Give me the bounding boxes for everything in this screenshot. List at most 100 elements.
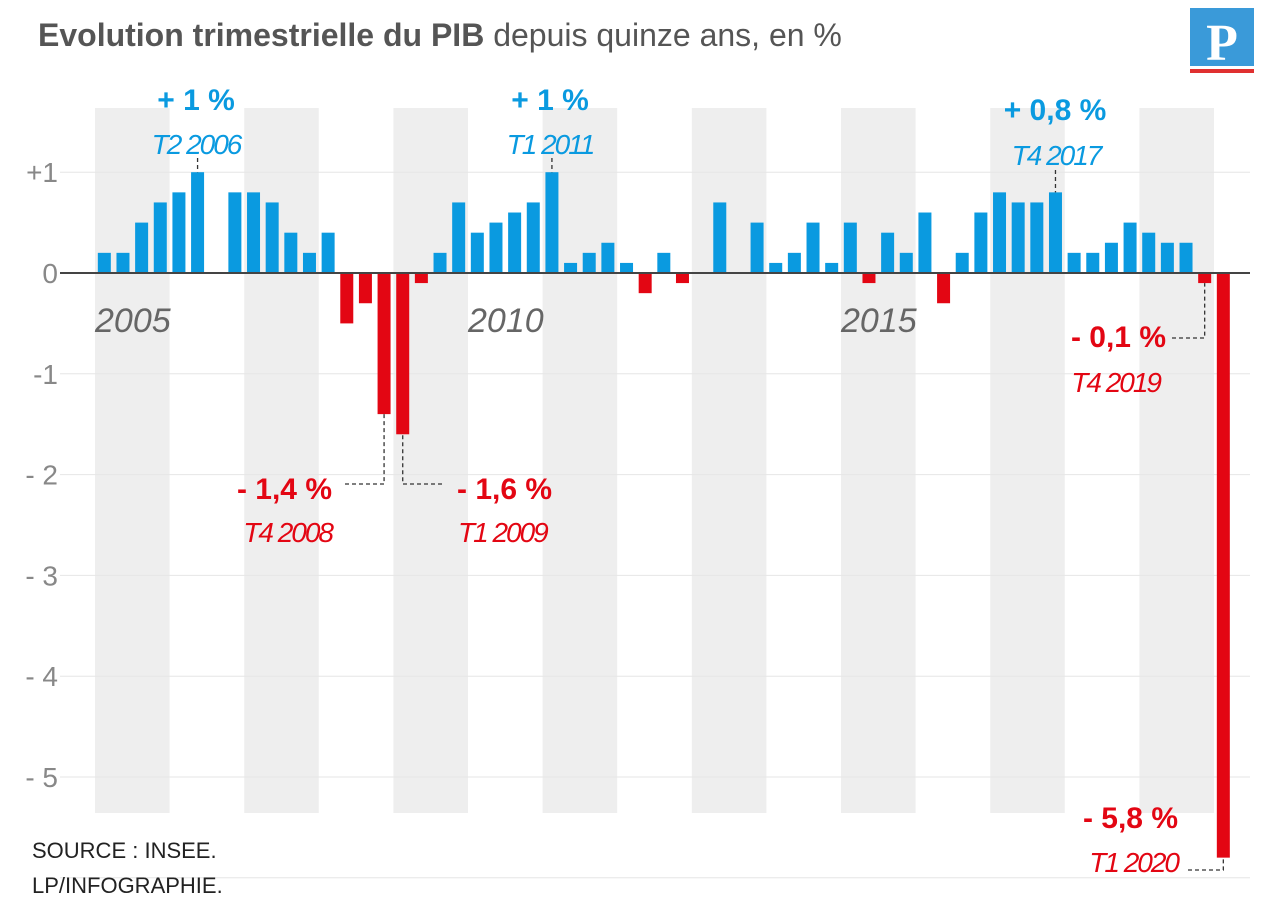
year-labels: 2005 2010 2015 bbox=[94, 302, 917, 340]
source-line-1: SOURCE : INSEE. bbox=[32, 838, 217, 863]
annotation-value: - 1,4 % bbox=[237, 473, 332, 506]
bar bbox=[881, 232, 895, 273]
bar bbox=[414, 273, 428, 284]
bar bbox=[787, 252, 801, 273]
bar bbox=[433, 252, 447, 273]
year-band bbox=[691, 108, 767, 813]
bar bbox=[1216, 273, 1230, 858]
bar bbox=[340, 273, 354, 324]
bar bbox=[265, 202, 279, 273]
bars bbox=[97, 172, 1230, 858]
bar bbox=[545, 172, 559, 273]
bar bbox=[1067, 252, 1081, 273]
bar bbox=[564, 262, 578, 273]
y-tick-label: -1 bbox=[33, 359, 58, 390]
bar bbox=[1104, 242, 1118, 273]
title-bold: Evolution trimestrielle du PIB bbox=[38, 17, 484, 53]
bar bbox=[937, 273, 951, 304]
leader-line bbox=[1172, 283, 1206, 339]
bar bbox=[862, 273, 876, 284]
title-normal: depuis quinze ans, en % bbox=[484, 17, 842, 53]
year-label: 2015 bbox=[840, 302, 917, 340]
bar bbox=[526, 202, 540, 273]
annotation-period: T4 2008 bbox=[243, 517, 334, 548]
y-axis-labels: +1 0 -1 - 2 - 3 - 4 - 5 bbox=[25, 157, 58, 793]
year-label: 2010 bbox=[467, 302, 544, 340]
bar bbox=[135, 222, 149, 273]
bar bbox=[358, 273, 372, 304]
chart-title: Evolution trimestrielle du PIB depuis qu… bbox=[38, 17, 842, 53]
annotation-period: T1 2009 bbox=[458, 517, 548, 548]
logo-letter: P bbox=[1206, 15, 1238, 72]
bar bbox=[806, 222, 820, 273]
annotation-leaders bbox=[196, 158, 1224, 871]
bar bbox=[974, 212, 988, 273]
bar bbox=[620, 262, 634, 273]
bar bbox=[918, 212, 932, 273]
gridlines bbox=[60, 171, 1250, 879]
leader-line bbox=[345, 414, 385, 485]
bar bbox=[993, 192, 1007, 273]
annotation-period: T1 2020 bbox=[1089, 847, 1180, 878]
y-tick-label: - 3 bbox=[25, 560, 58, 591]
leader-line bbox=[402, 434, 442, 485]
bar bbox=[116, 252, 130, 273]
annotation-value: + 1 % bbox=[511, 84, 589, 117]
bar bbox=[97, 252, 111, 273]
bar bbox=[899, 252, 913, 273]
bar bbox=[675, 273, 689, 284]
bar bbox=[470, 232, 484, 273]
bar bbox=[769, 262, 783, 273]
bar bbox=[582, 252, 596, 273]
year-band bbox=[1139, 108, 1214, 813]
leader-line bbox=[1188, 857, 1224, 871]
year-label: 2005 bbox=[94, 302, 171, 340]
bar bbox=[377, 273, 391, 415]
y-tick-label: +1 bbox=[26, 157, 58, 188]
bar bbox=[601, 242, 615, 273]
bar bbox=[713, 202, 727, 273]
bar bbox=[1123, 222, 1137, 273]
logo: P bbox=[1190, 8, 1254, 73]
bar bbox=[153, 202, 167, 273]
bar bbox=[396, 273, 410, 435]
bar bbox=[1179, 242, 1193, 273]
y-tick-label: - 4 bbox=[25, 661, 58, 692]
annotation-value: - 5,8 % bbox=[1083, 802, 1178, 835]
annotation-period: T4 2017 bbox=[1012, 140, 1104, 171]
bar bbox=[843, 222, 857, 273]
year-band bbox=[841, 108, 916, 813]
annotation-period: T1 2011 bbox=[507, 129, 594, 160]
annotation-value: - 0,1 % bbox=[1071, 321, 1166, 354]
annotation-value: - 1,6 % bbox=[457, 473, 552, 506]
annotation-period: T4 2019 bbox=[1071, 367, 1161, 398]
y-tick-label: - 5 bbox=[25, 762, 58, 793]
bar bbox=[955, 252, 969, 273]
bar bbox=[508, 212, 522, 273]
annotation-value: + 0,8 % bbox=[1004, 94, 1107, 127]
bar bbox=[750, 222, 764, 273]
bar bbox=[638, 273, 652, 294]
bar bbox=[228, 192, 242, 273]
bar bbox=[1142, 232, 1156, 273]
source-line-2: LP/INFOGRAPHIE. bbox=[32, 873, 223, 898]
bar bbox=[321, 232, 335, 273]
bar bbox=[1011, 202, 1025, 273]
bar bbox=[284, 232, 298, 273]
bar bbox=[1198, 273, 1212, 284]
bar bbox=[191, 172, 205, 273]
bar bbox=[172, 192, 186, 273]
y-tick-label: 0 bbox=[42, 258, 58, 289]
bar bbox=[247, 192, 261, 273]
bar bbox=[452, 202, 466, 273]
bar bbox=[1048, 192, 1062, 273]
year-bands bbox=[95, 108, 1214, 813]
bar bbox=[1086, 252, 1100, 273]
annotation-value: + 1 % bbox=[157, 84, 235, 117]
bar bbox=[302, 252, 316, 273]
y-tick-label: - 2 bbox=[25, 460, 58, 491]
bar bbox=[489, 222, 503, 273]
bar bbox=[1160, 242, 1174, 273]
bar bbox=[657, 252, 671, 273]
